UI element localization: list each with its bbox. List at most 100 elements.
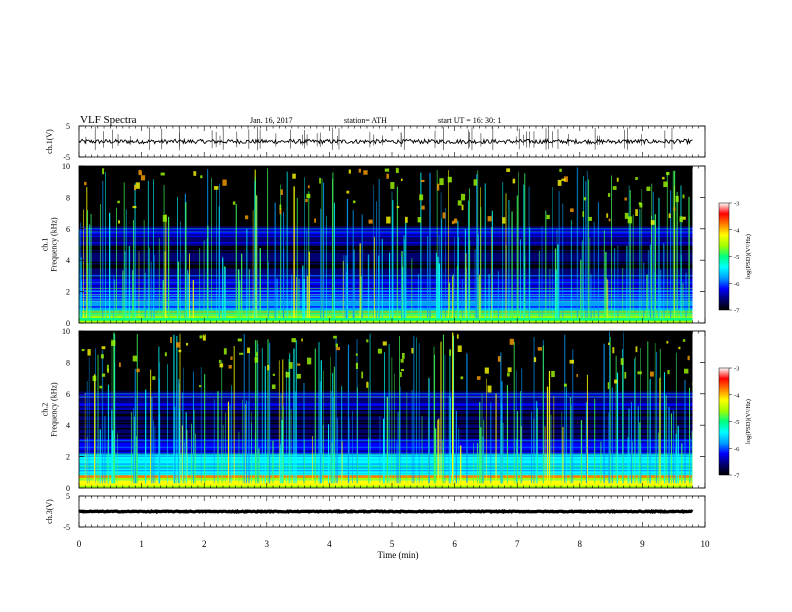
ch2-spectrogram-freq-band: [79, 440, 693, 443]
ch2-spectrogram-emission-patch: [254, 357, 259, 363]
ch1-spectrogram-freq-band: [79, 296, 693, 299]
ch2-spectrogram-freq-band: [79, 358, 693, 361]
ch1-spectrogram-emission-patch: [506, 168, 511, 172]
ch2-spectrogram-emission-patch: [335, 343, 338, 348]
ch1-spectrogram-emission-patch: [390, 182, 395, 189]
ch2-spectrogram-freq-band: [79, 447, 693, 450]
ch2-spectrogram-emission-patch: [118, 362, 121, 368]
ch2-spectrogram-emission-patch: [382, 341, 387, 346]
ch1-spectrogram-freq-band: [79, 319, 693, 321]
ch1-spectrogram-emission-patch: [624, 197, 627, 201]
ch2-spectrogram-freq-band: [79, 419, 693, 422]
ch2-spectrogram-emission-patch: [333, 335, 337, 339]
x-tick-label: 9: [640, 539, 645, 549]
ch1-spectrogram-freq-band: [79, 241, 693, 244]
x-tick-label: 0: [77, 539, 82, 549]
ch2-spectrogram-freq-band: [79, 442, 693, 444]
ch1-spectrogram-emission-patch: [608, 218, 611, 222]
ch1-spectrogram-freq-band: [79, 312, 693, 315]
ch2-spectrogram-freq-band: [79, 363, 693, 366]
ch1-spectrogram-emission-patch: [447, 176, 452, 183]
ch2-spectrogram-freq-band: [79, 382, 693, 384]
x-tick-label: 1: [139, 539, 144, 549]
ch2-spectrogram-freq-band: [79, 383, 693, 385]
ch1-waveform-panel: 5 -5 ch.1(V): [45, 122, 706, 162]
ch1-spectrogram-freq-band: [79, 197, 693, 200]
ch2-spectrogram-emission-patch: [537, 347, 542, 351]
ch2-spectrogram-emission-patch: [152, 376, 156, 380]
ch1-spectrogram-emission-patch: [436, 183, 440, 191]
ch2-spectrogram-freq-band: [79, 480, 693, 482]
ch2-spectrogram-freq-band: [79, 438, 693, 440]
ch2-spectrogram-emission-patch: [272, 373, 275, 376]
ch2-spectrogram-freq-band: [79, 393, 693, 396]
ch1-spectrogram-freq-band: [79, 317, 693, 320]
ch1-spectrogram-freq-band: [79, 205, 693, 207]
ch1-spectrogram-freq-band: [79, 201, 693, 203]
ch2-spectrogram-emission-patch: [199, 335, 203, 339]
ch1-spectrogram-y-tick-label: 4: [66, 256, 70, 265]
ch2-spectrogram-emission-patch: [301, 338, 303, 342]
ch2-spectrogram-y-tick-label: 2: [66, 453, 70, 462]
ch2-spectrogram-freq-band: [79, 478, 693, 481]
ch2-spectrogram-emission-patch: [136, 368, 140, 373]
ch1-spectrogram-emission-patch: [358, 168, 361, 173]
ch1-spectrogram-freq-band: [79, 213, 693, 215]
ch2-spectrogram-freq-band: [79, 340, 693, 342]
ch1-spectrogram-freq-band: [79, 240, 693, 243]
ch1-spectrogram-freq-band: [79, 248, 693, 251]
ch2-spectrogram-y-axis-label: ch.2Frequency (kHz): [41, 382, 59, 437]
ch1-spectrogram-emission-patch: [635, 209, 638, 216]
ch1-spectrogram-freq-band: [79, 243, 693, 245]
ch1-spectrogram-emission-patch: [135, 182, 140, 189]
ch1-spectrogram-emission-patch: [348, 169, 351, 174]
ch1-spectrogram-freq-band: [79, 219, 693, 222]
ch1-spectrogram-freq-band: [79, 200, 693, 202]
ch2-spectrogram-emission-patch: [366, 381, 369, 388]
ch2-spectrogram-freq-band: [79, 418, 693, 421]
ch2-spectrogram-freq-band: [79, 384, 693, 387]
ch1-spectrogram-freq-band: [79, 190, 693, 193]
ch1-spectrogram-freq-band: [79, 256, 693, 258]
ch1-spectrogram-freq-band: [79, 244, 693, 247]
ch1-spectrogram-freq-band: [79, 179, 693, 181]
ch2-spectrogram-freq-band: [79, 469, 693, 472]
ch1-spectrogram-emission-patch: [502, 217, 506, 224]
ch2-spectrogram-freq-band: [79, 385, 693, 388]
ch1-waveform-trace: [78, 137, 693, 146]
ch2-spectrogram-freq-band: [79, 362, 693, 365]
ch1-spectrogram-freq-band: [79, 303, 693, 305]
ch1-spectrogram-freq-band: [79, 198, 693, 201]
ch1-spectrogram-freq-band: [79, 261, 693, 264]
ch1-spectrogram-emission-patch: [675, 195, 679, 203]
ch1-spectrogram-freq-band: [79, 313, 693, 316]
ch2-spectrogram-y-tick-label: 4: [66, 421, 70, 430]
ch1-spectrogram-emission-patch: [679, 216, 683, 223]
ch2-spectrogram-freq-band: [79, 397, 693, 400]
ch1-spectrogram-freq-band: [79, 206, 693, 209]
ch2-spectrogram-freq-band: [79, 450, 693, 452]
ch2-spectrogram-emission-patch: [400, 358, 404, 363]
ch2-spectrogram-freq-band: [79, 350, 693, 353]
ch1-spectrogram-emission-patch: [138, 169, 142, 176]
ch1-spectrogram-freq-band: [79, 214, 693, 217]
ch1-spectrogram-panel: 0 2 4 6 8 10 ch.1Frequency (kHz): [41, 162, 706, 328]
ch1-spectrogram-freq-band: [79, 192, 693, 194]
ch1-spectrogram-freq-band: [79, 193, 693, 196]
ch1-spectrogram-emission-patch: [305, 198, 308, 203]
ch1-spectrogram-freq-band: [79, 286, 693, 288]
ch1-spectrogram-freq-band: [79, 273, 693, 275]
ch2-spectrogram-emission-patch: [614, 379, 618, 384]
ch1-spectrogram-emission-patch: [639, 202, 643, 208]
ch1-spectrogram-emission-patch: [487, 216, 492, 222]
ch1-spectrogram-emission-patch: [417, 217, 422, 223]
ch2-spectrogram-freq-band: [79, 409, 693, 412]
ch1-spectrogram-empty-region: [692, 166, 705, 323]
ch1-spectrogram-freq-band: [79, 305, 693, 308]
ch2-spectrogram-freq-band: [79, 406, 693, 409]
ch2-spectrogram-colorbar-tick-label: -6: [734, 446, 740, 453]
ch2-spectrogram-freq-band: [79, 389, 693, 392]
ch2-spectrogram-emission-patch: [507, 372, 510, 377]
ch2-spectrogram-emission-patch: [291, 338, 296, 343]
